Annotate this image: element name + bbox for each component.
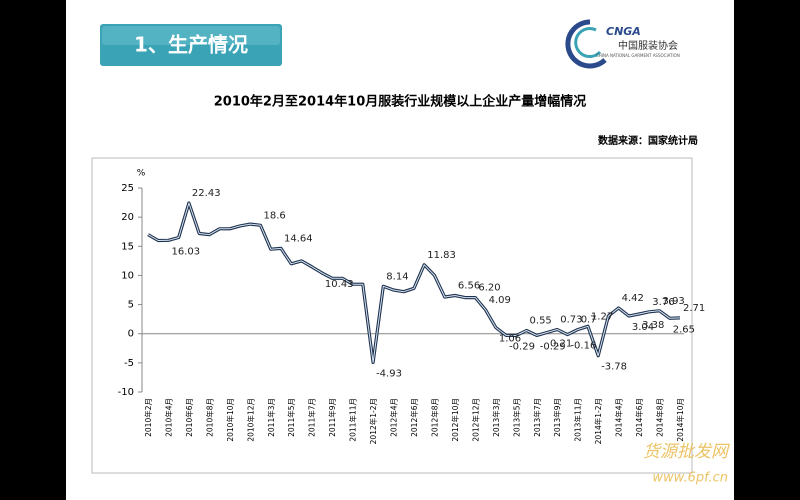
- x-tick-label: 2011年3月: [266, 398, 276, 437]
- x-tick-label: 2010年2月: [143, 398, 153, 437]
- watermark-url: www.6pf.cn: [652, 471, 728, 486]
- data-label: 3.04: [632, 322, 654, 333]
- x-tick-label: 2011年5月: [286, 398, 296, 437]
- y-tick-label: 20: [121, 212, 134, 223]
- x-tick-label: 2012年10月: [450, 398, 460, 442]
- x-tick-label: 2010年6月: [184, 398, 194, 437]
- x-tick-label: 2012年8月: [429, 398, 439, 437]
- x-tick-label: 2010年8月: [204, 398, 214, 437]
- chart-title: 2010年2月至2014年10月服装行业规模以上企业产量增幅情况: [214, 94, 587, 110]
- data-label: 6.56: [458, 280, 480, 291]
- data-label: 2.65: [673, 324, 695, 335]
- data-label: 2.71: [683, 303, 705, 314]
- data-label: 1.27: [591, 311, 613, 322]
- watermark: 货源批发网: [643, 442, 730, 462]
- data-label: 1.06: [499, 334, 521, 345]
- x-tick-label: 2014年1-2月: [593, 398, 603, 444]
- data-label: 4.09: [489, 295, 511, 306]
- data-label: 16.03: [171, 246, 200, 257]
- data-label: 4.42: [622, 293, 644, 304]
- y-tick-label: -10: [118, 387, 134, 398]
- logo-arc: [565, 19, 607, 69]
- data-label: 11.83: [427, 250, 456, 261]
- x-tick-label: 2012年12月: [470, 398, 480, 442]
- data-label: 3.93: [663, 296, 685, 307]
- x-tick-label: 2010年10月: [225, 398, 235, 442]
- x-tick-label: 2014年6月: [634, 398, 644, 437]
- data-label: 0.73: [560, 314, 582, 325]
- y-tick-label: 15: [121, 241, 134, 252]
- chart-source: 数据来源：国家统计局: [598, 134, 698, 147]
- x-tick-label: 2014年4月: [614, 398, 624, 437]
- x-tick-label: 2011年9月: [327, 398, 337, 437]
- section-box-shine: [102, 26, 280, 45]
- y-unit: %: [137, 169, 146, 179]
- x-tick-label: 2012年1-2月: [368, 398, 378, 444]
- y-tick-label: -5: [124, 358, 134, 369]
- logo-org-en: CHINA NATIONAL GARMENT ASSOCIATION: [596, 53, 680, 58]
- section-title: 1、生产情况: [134, 33, 248, 57]
- x-tick-label: 2014年10月: [675, 398, 685, 442]
- x-tick-label: 2014年8月: [655, 398, 665, 437]
- data-label: 0.55: [530, 316, 552, 327]
- data-label: -0.29: [540, 341, 566, 352]
- data-label: 8.14: [386, 271, 408, 282]
- x-tick-label: 2013年3月: [491, 398, 501, 437]
- data-label: 6.20: [478, 283, 500, 294]
- data-label: 14.64: [284, 233, 313, 244]
- x-tick-label: 2011年11月: [348, 398, 358, 442]
- logo-arc-inner: [574, 27, 602, 58]
- x-tick-label: 2012年6月: [409, 398, 419, 437]
- logo-text: CNGA: [606, 25, 641, 38]
- x-tick-label: 2013年5月: [511, 398, 521, 437]
- data-label: 3.38: [642, 320, 664, 331]
- x-tick-label: 2010年12月: [245, 398, 255, 442]
- data-label: 22.43: [192, 188, 221, 199]
- x-tick-label: 2013年9月: [552, 398, 562, 437]
- data-label: 3.76: [652, 297, 674, 308]
- data-label: 0.7: [581, 315, 597, 326]
- y-tick-label: 10: [121, 270, 134, 281]
- logo-org: 中国服装协会: [618, 39, 678, 52]
- x-tick-label: 2010年4月: [163, 398, 173, 437]
- y-tick-label: 5: [128, 300, 134, 311]
- x-tick-label: 2013年11月: [573, 398, 583, 442]
- x-tick-label: 2011年7月: [307, 398, 317, 437]
- data-label: -3.78: [601, 362, 627, 373]
- data-label: 10.43: [325, 279, 354, 290]
- data-label: 0.21: [550, 338, 572, 349]
- y-tick-label: 0: [128, 329, 134, 340]
- x-tick-label: 2013年7月: [532, 398, 542, 437]
- data-label: -0.16: [570, 341, 596, 352]
- data-label: -0.29: [509, 341, 535, 352]
- data-label: -4.93: [376, 368, 402, 379]
- line-highlight: [147, 202, 681, 363]
- x-tick-label: 2012年4月: [389, 398, 399, 437]
- y-tick-label: 25: [121, 183, 134, 194]
- data-label: 18.6: [264, 210, 286, 221]
